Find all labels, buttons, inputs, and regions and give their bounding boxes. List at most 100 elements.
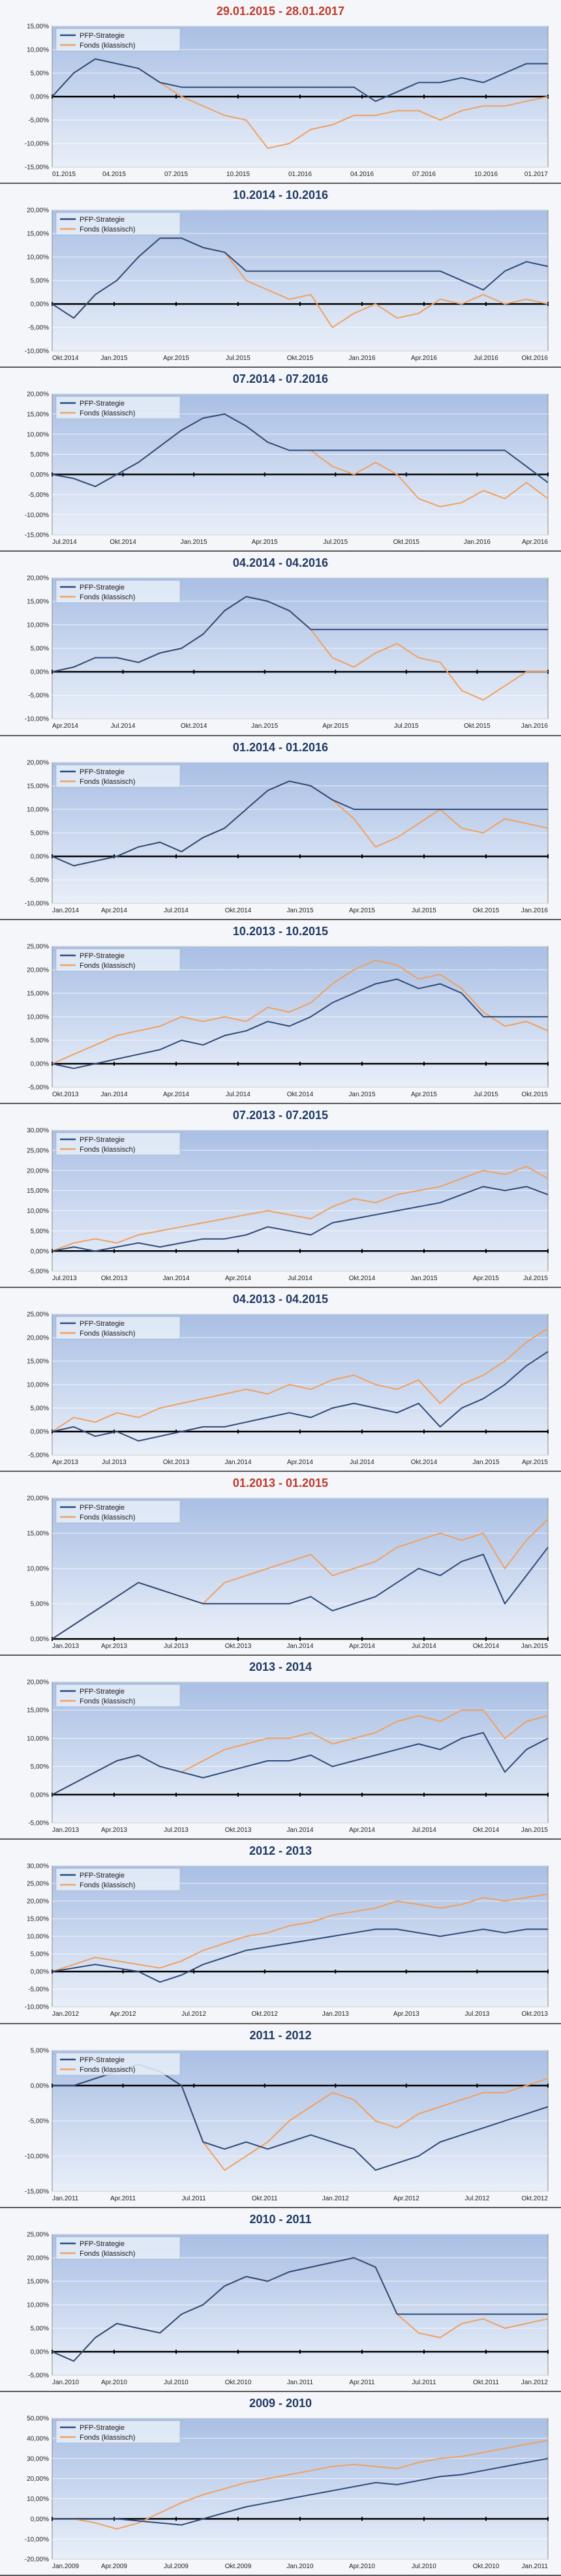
x-tick-label: Jan.2015 <box>410 1275 438 1282</box>
y-tick-label: -15,00% <box>25 164 49 172</box>
y-tick-label: 5,00% <box>31 1405 49 1413</box>
series-line-pfp-strategie <box>52 2256 548 2362</box>
x-tick-label: Jul.2015 <box>412 907 436 914</box>
x-tick-label: Jan.2014 <box>286 1827 314 1834</box>
y-tick-label: 15,00% <box>27 1358 49 1366</box>
x-tick-label: Jul.2010 <box>164 2379 189 2386</box>
y-tick-label: 5,00% <box>31 451 49 458</box>
y-tick-label: -5,00% <box>28 1986 49 1994</box>
y-tick-label: 10,00% <box>27 1382 49 1389</box>
x-tick-label: Okt.2012 <box>251 2011 278 2018</box>
y-tick-label: 5,00% <box>31 1601 49 1608</box>
y-tick-label: 20,00% <box>27 391 49 398</box>
x-tick-label: Jan.2013 <box>322 2011 350 2018</box>
legend-label: PFP-Strategie <box>80 2424 125 2432</box>
y-tick-label: -5,00% <box>28 876 49 884</box>
x-tick-label: 01.2015 <box>52 171 76 178</box>
chart-title: 2013 - 2014 <box>249 1660 312 1674</box>
x-tick-label: Apr.2013 <box>393 2011 419 2018</box>
legend-label: Fonds (klassisch) <box>80 778 135 786</box>
series-line-fonds-klassisch <box>52 1327 549 1432</box>
x-tick-label: Jul.2014 <box>226 1091 250 1098</box>
series-line-fonds-klassisch <box>52 1165 549 1252</box>
y-tick-label: 5,00% <box>31 1951 49 1958</box>
series-line-pfp-strategie <box>52 2457 549 2526</box>
chart-title: 2009 - 2010 <box>249 2396 312 2410</box>
x-tick-label: 10.2016 <box>474 171 498 178</box>
x-tick-label: Jul.2013 <box>164 1643 189 1650</box>
y-tick-label: 0,00% <box>31 1636 49 1643</box>
x-tick-label: Jan.2016 <box>521 723 549 730</box>
x-tick-label: Jan.2009 <box>52 2563 80 2570</box>
x-tick-label: Jul.2015 <box>323 539 348 546</box>
series-line-fonds-klassisch <box>52 959 549 1064</box>
series-line-pfp-strategie <box>52 1186 549 1252</box>
y-tick-label: 10,00% <box>27 1208 49 1215</box>
y-tick-label: 10,00% <box>27 47 49 54</box>
x-tick-label: Jan.2015 <box>251 723 279 730</box>
y-tick-label: 5,00% <box>31 278 49 285</box>
legend-box <box>55 1868 181 1891</box>
x-tick-label: Jan.2014 <box>286 1643 314 1650</box>
chart-panel: 2013 - 2014 -5,00% 0,00% 5,00% 10,00% 15,00% 2… <box>0 1656 561 1840</box>
y-tick-label: -5,00% <box>28 1268 49 1275</box>
chart-panel: 29.01.2015 - 28.01.2017 -15,00% -10,00% -5,… <box>0 0 561 185</box>
y-tick-label: 25,00% <box>27 943 49 950</box>
y-tick-label: 50,00% <box>27 2415 49 2422</box>
y-tick-label: -5,00% <box>28 693 49 700</box>
legend-label: Fonds (klassisch) <box>80 1146 135 1154</box>
legend-label: Fonds (klassisch) <box>80 226 135 233</box>
chart-svg: -10,00% -5,00% 0,00% 5,00% 10,00% 15,00% 20,00… <box>25 207 549 362</box>
y-tick-label: -10,00% <box>25 900 49 907</box>
x-tick-label: Jul.2014 <box>412 1643 436 1650</box>
x-tick-label: Apr.2012 <box>110 2011 136 2018</box>
x-tick-label: Apr.2015 <box>522 1459 548 1466</box>
x-tick-label: Apr.2014 <box>101 907 127 914</box>
legend-box <box>55 28 181 52</box>
x-tick-label: Okt.2013 <box>163 1459 190 1466</box>
y-tick-label: 0,00% <box>31 2082 49 2089</box>
chart-panel: 04.2014 - 04.2016 -10,00% -5,00% 0,00% 5,00%… <box>0 552 561 736</box>
x-tick-label: Jan.2015 <box>521 1643 549 1650</box>
legend-box <box>55 397 181 419</box>
x-tick-label: Okt.2009 <box>225 2563 252 2570</box>
y-tick-label: 10,00% <box>27 1013 49 1021</box>
x-tick-label: Jul.2014 <box>164 907 189 914</box>
x-tick-label: Apr.2015 <box>473 1275 499 1282</box>
x-tick-label: Jan.2012 <box>521 2379 549 2386</box>
x-tick-label: Apr.2013 <box>52 1459 78 1466</box>
legend-label: Fonds (klassisch) <box>80 2434 135 2442</box>
series-line-pfp-strategie <box>52 1547 549 1640</box>
x-tick-label: Okt.2014 <box>52 355 79 362</box>
y-tick-label: 10,00% <box>27 432 49 439</box>
y-tick-label: 10,00% <box>27 1735 49 1743</box>
legend-label: Fonds (klassisch) <box>80 1698 135 1705</box>
y-tick-label: 15,00% <box>27 1188 49 1195</box>
legend-label: Fonds (klassisch) <box>80 2066 135 2074</box>
y-tick-label: 0,00% <box>31 669 49 676</box>
chart-title: 07.2013 - 07.2015 <box>232 1108 329 1122</box>
chart-title: 10.2014 - 10.2016 <box>232 188 329 202</box>
legend-label: PFP-Strategie <box>80 32 125 40</box>
y-tick-label: 15,00% <box>27 783 49 790</box>
legend-box <box>55 1500 181 1523</box>
x-tick-label: Apr.2014 <box>349 1827 375 1834</box>
legend-label: PFP-Strategie <box>80 584 125 592</box>
y-tick-label: 15,00% <box>27 2278 49 2285</box>
y-tick-label: 0,00% <box>31 2348 49 2356</box>
chart-svg: -5,00% 0,00% 5,00% 10,00% 15,00% 20,00% 25,00%… <box>27 1311 549 1466</box>
x-tick-label: Jan.2016 <box>521 907 549 914</box>
y-tick-label: -10,00% <box>25 141 49 148</box>
x-tick-label: Jan.2014 <box>162 1275 190 1282</box>
x-tick-label: Jan.2016 <box>348 355 376 362</box>
x-tick-label: Apr.2013 <box>101 1827 127 1834</box>
chart-panel: 04.2013 - 04.2015 -5,00% 0,00% 5,00% 10,00% 1… <box>0 1288 561 1473</box>
x-tick-label: Jan.2011 <box>52 2195 79 2202</box>
chart-panel: 2010 - 2011 -5,00% 0,00% 5,00% 10,00% 15,00% 2… <box>0 2208 561 2392</box>
legend-label: PFP-Strategie <box>80 216 125 224</box>
